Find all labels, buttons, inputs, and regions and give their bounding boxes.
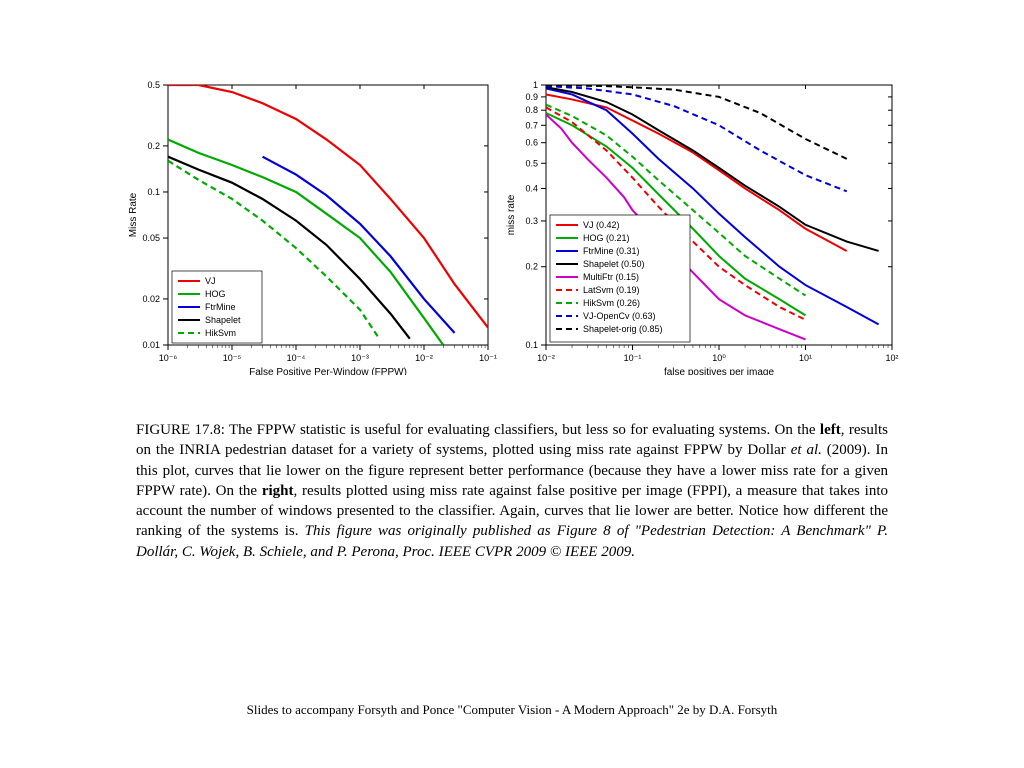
svg-text:0.1: 0.1	[525, 340, 538, 350]
figure-label: FIGURE 17.8:	[136, 422, 225, 438]
slide-footer: Slides to accompany Forsyth and Ponce "C…	[0, 702, 1024, 718]
svg-text:Shapelet-orig (0.85): Shapelet-orig (0.85)	[583, 324, 663, 334]
svg-text:10¹: 10¹	[799, 353, 812, 363]
caption-text-0: The FPPW statistic is useful for evaluat…	[225, 422, 820, 438]
svg-text:FtrMine (0.31): FtrMine (0.31)	[583, 246, 640, 256]
svg-text:0.8: 0.8	[525, 105, 538, 115]
svg-text:0.3: 0.3	[525, 216, 538, 226]
svg-text:0.05: 0.05	[142, 233, 160, 243]
svg-text:0.5: 0.5	[525, 158, 538, 168]
svg-text:10⁻²: 10⁻²	[537, 353, 555, 363]
svg-text:VJ-OpenCv (0.63): VJ-OpenCv (0.63)	[583, 311, 656, 321]
svg-text:VJ (0.42): VJ (0.42)	[583, 220, 620, 230]
svg-text:VJ: VJ	[205, 276, 216, 286]
svg-text:10⁻³: 10⁻³	[351, 353, 369, 363]
caption-italic-etal: et al.	[791, 442, 822, 458]
right-chart: 10⁻² 10⁻¹ 10⁰ 10¹ 10² 0.1 0.2 0.3 0.4 0.5 0.6 0.7 0.…	[504, 75, 904, 385]
svg-text:0.2: 0.2	[525, 262, 538, 272]
caption-bold-left: left	[820, 422, 841, 438]
svg-text:0.4: 0.4	[525, 183, 538, 193]
svg-text:HOG (0.21): HOG (0.21)	[583, 233, 630, 243]
svg-text:HOG: HOG	[205, 289, 226, 299]
svg-text:HikSvm (0.26): HikSvm (0.26)	[583, 298, 640, 308]
svg-text:0.5: 0.5	[147, 80, 160, 90]
svg-text:0.01: 0.01	[142, 340, 160, 350]
svg-text:10⁻²: 10⁻²	[415, 353, 433, 363]
svg-text:Shapelet (0.50): Shapelet (0.50)	[583, 259, 645, 269]
svg-text:10⁻⁶: 10⁻⁶	[159, 353, 178, 363]
svg-text:10⁰: 10⁰	[712, 353, 726, 363]
svg-text:HikSvm: HikSvm	[205, 328, 236, 338]
figure-caption: FIGURE 17.8: The FPPW statistic is usefu…	[136, 420, 888, 562]
svg-text:0.2: 0.2	[147, 141, 160, 151]
svg-text:0.1: 0.1	[147, 187, 160, 197]
svg-text:FtrMine: FtrMine	[205, 302, 236, 312]
svg-text:10⁻⁴: 10⁻⁴	[287, 353, 306, 363]
svg-text:10⁻¹: 10⁻¹	[624, 353, 642, 363]
svg-text:Shapelet: Shapelet	[205, 315, 241, 325]
charts-container: 10⁻⁶ 10⁻⁵ 10⁻⁴ 10⁻³ 10⁻² 10⁻¹ 0.01 0.02 0.05 0.1 0…	[120, 75, 904, 385]
svg-text:miss rate: miss rate	[506, 194, 517, 235]
svg-text:10²: 10²	[885, 353, 898, 363]
svg-text:MultiFtr (0.15): MultiFtr (0.15)	[583, 272, 639, 282]
svg-text:false positives per image: false positives per image	[664, 367, 774, 375]
svg-text:10⁻⁵: 10⁻⁵	[223, 353, 242, 363]
left-chart: 10⁻⁶ 10⁻⁵ 10⁻⁴ 10⁻³ 10⁻² 10⁻¹ 0.01 0.02 0.05 0.1 0…	[120, 75, 500, 385]
svg-text:0.6: 0.6	[525, 138, 538, 148]
svg-text:False Positive Per-Window (FPP: False Positive Per-Window (FPPW)	[249, 367, 407, 375]
svg-text:LatSvm (0.19): LatSvm (0.19)	[583, 285, 640, 295]
svg-text:1: 1	[533, 80, 538, 90]
svg-text:Miss Rate: Miss Rate	[128, 192, 139, 237]
caption-bold-right: right	[262, 483, 294, 499]
svg-text:0.7: 0.7	[525, 120, 538, 130]
svg-text:0.9: 0.9	[525, 92, 538, 102]
svg-text:10⁻¹: 10⁻¹	[479, 353, 497, 363]
svg-text:0.02: 0.02	[142, 294, 160, 304]
